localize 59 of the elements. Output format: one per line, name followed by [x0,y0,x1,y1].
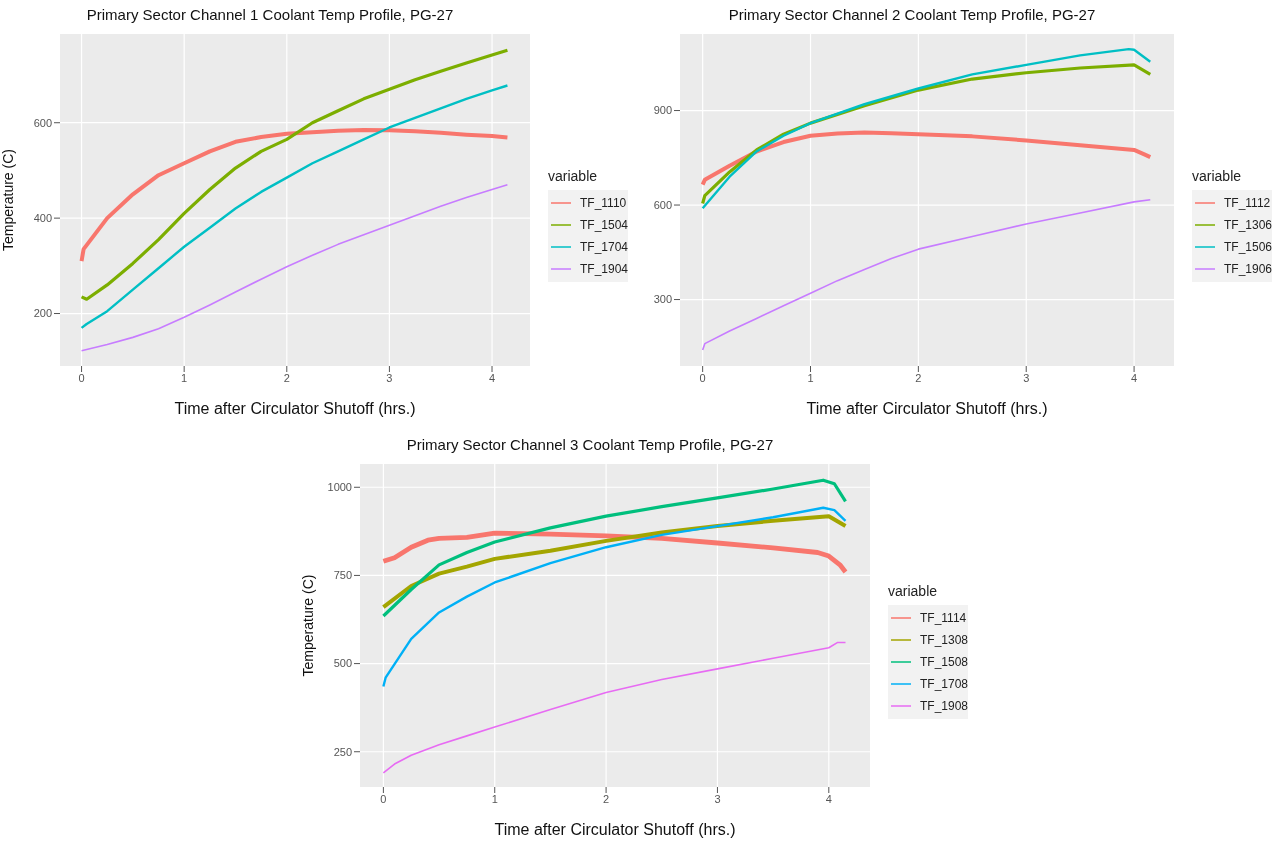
line-series [382,506,847,688]
x-tick-label: 3 [1023,371,1030,384]
y-tick-label: 600 [33,116,52,129]
legend-label: TF_1504 [580,218,629,232]
x-tick-label: 3 [714,792,721,805]
x-axis-title: Time after Circulator Shutoff (hrs.) [174,400,416,417]
legend-title: variable [1192,168,1243,184]
chart-title: Primary Sector Channel 3 Coolant Temp Profile, PG-27 [405,435,775,455]
line-series [80,183,509,352]
legend-label: TF_1904 [580,262,629,276]
y-tick-label: 750 [333,569,352,582]
chart-title: Primary Sector Channel 1 Coolant Temp Profile, PG-27 [85,5,455,25]
chart-title: Primary Sector Channel 2 Coolant Temp Profile, PG-27 [727,5,1097,25]
y-tick-label: 400 [33,212,52,225]
x-tick-label: 1 [491,792,498,805]
line-series [80,84,509,330]
x-tick-label: 2 [915,371,922,384]
line-series [380,530,848,575]
line-series [79,127,510,264]
line-series [381,478,848,618]
x-axis-title: Time after Circulator Shutoff (hrs.) [494,821,736,838]
legend-label: TF_1704 [580,240,629,254]
legend-label: TF_1506 [1224,240,1273,254]
y-tick-label: 1000 [327,481,352,494]
x-tick-label: 0 [699,371,706,384]
y-tick-label: 600 [653,198,672,211]
y-tick-label: 200 [33,307,52,320]
line-series [700,130,1153,187]
legend-label: TF_1508 [920,654,969,669]
line-series [701,198,1152,351]
legend-title: variable [888,582,939,599]
x-tick-label: 0 [78,371,85,384]
legend-label: TF_1308 [920,632,969,647]
x-tick-label: 4 [1131,371,1138,384]
x-tick-label: 4 [488,371,496,384]
legend-label: TF_1708 [920,676,969,691]
legend-label: TF_1110 [580,196,627,210]
x-tick-label: 0 [380,792,387,805]
legend-title: variable [548,168,599,184]
legend-label: TF_1906 [1224,262,1273,276]
y-tick-label: 300 [653,293,672,306]
x-tick-label: 3 [386,371,393,384]
legend-label: TF_1908 [920,698,969,713]
y-tick-label: 900 [653,104,672,117]
line-series [79,48,510,301]
x-tick-label: 2 [603,792,610,805]
x-axis-title: Time after Circulator Shutoff (hrs.) [806,400,1048,417]
x-tick-label: 4 [825,792,832,805]
x-tick-label: 1 [181,371,188,384]
legend-label: TF_1306 [1224,218,1273,232]
y-axis-title: Temperature (C) [299,574,316,677]
y-tick-label: 500 [333,657,352,670]
x-tick-label: 2 [283,371,290,384]
y-tick-label: 250 [333,745,352,758]
legend-label: TF_1112 [1224,196,1271,210]
y-axis-title: Temperature (C) [0,149,16,251]
x-tick-label: 1 [807,371,814,384]
line-series [382,641,847,774]
legend-label: TF_1114 [920,610,967,625]
